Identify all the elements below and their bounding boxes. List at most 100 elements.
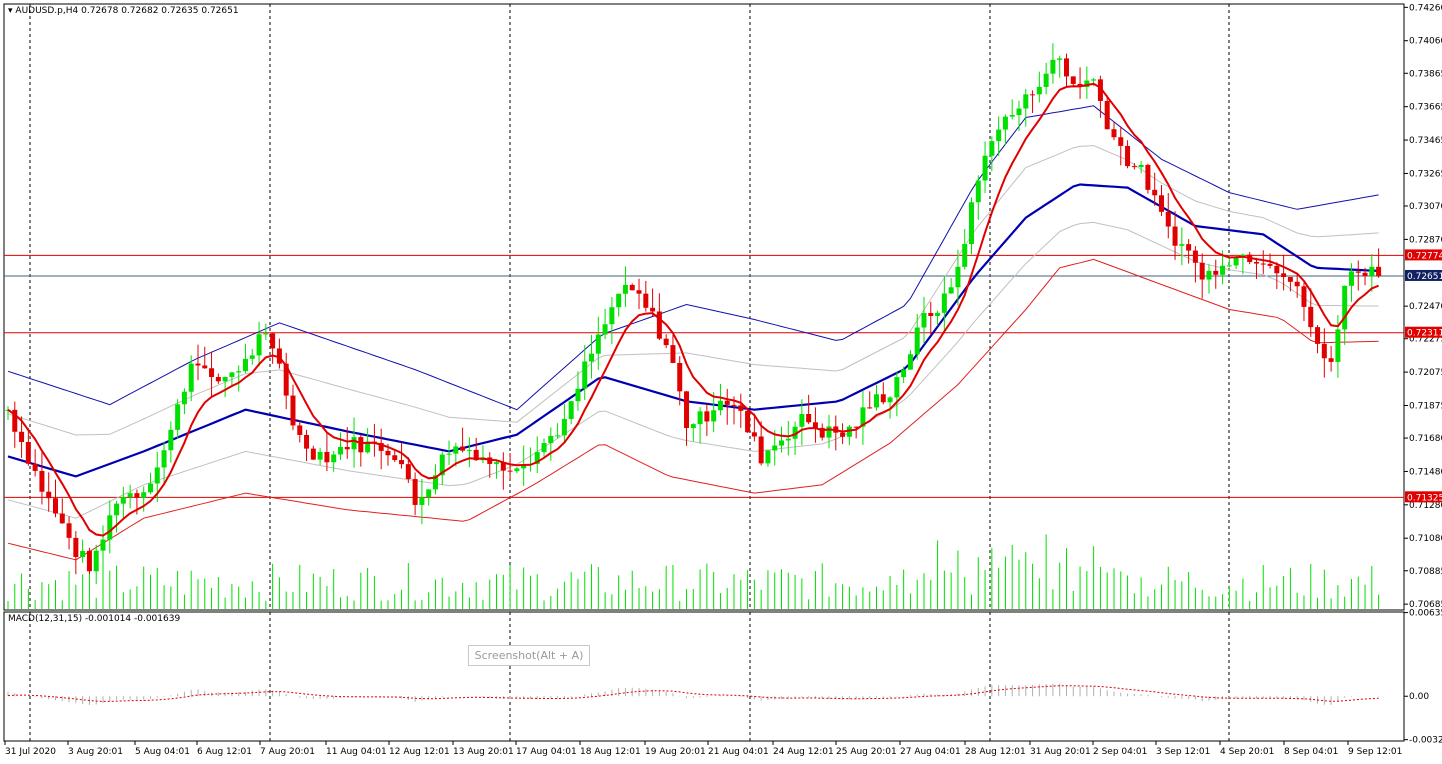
candle-body bbox=[1050, 59, 1056, 74]
candle-body bbox=[1220, 265, 1226, 275]
candle-body bbox=[466, 449, 472, 451]
candle-body bbox=[1091, 79, 1097, 81]
candle-body bbox=[609, 307, 615, 325]
candle-body bbox=[521, 463, 527, 469]
candle-body bbox=[1260, 263, 1266, 265]
envelope-upper bbox=[7, 145, 1379, 436]
time-axis-label: 21 Aug 04:01 bbox=[708, 747, 769, 757]
candle-body bbox=[1043, 73, 1049, 87]
candle-body bbox=[1328, 358, 1334, 362]
candle-body bbox=[1192, 250, 1198, 263]
candle-body bbox=[914, 327, 920, 355]
candle-body bbox=[1111, 129, 1117, 138]
time-axis-label: 2 Sep 04:01 bbox=[1093, 747, 1147, 757]
candle-body bbox=[799, 414, 805, 427]
candle-body bbox=[1023, 94, 1029, 109]
candle-body bbox=[643, 293, 649, 308]
candle-body bbox=[1226, 265, 1232, 267]
candle-body bbox=[73, 537, 79, 557]
candle-body bbox=[575, 388, 581, 402]
candle-body bbox=[331, 454, 337, 463]
candle-body bbox=[188, 363, 194, 392]
candle-body bbox=[66, 523, 72, 538]
candle-body bbox=[120, 496, 126, 504]
candle-body bbox=[826, 426, 832, 438]
candle-body bbox=[1335, 329, 1341, 362]
bollinger-lower bbox=[7, 258, 1379, 561]
candle-body bbox=[1186, 244, 1192, 251]
candle-body bbox=[1376, 266, 1382, 277]
candle-body bbox=[1097, 79, 1103, 101]
time-axis-label: 17 Aug 04:01 bbox=[516, 747, 577, 757]
candle-body bbox=[996, 129, 1002, 142]
candle-body bbox=[100, 539, 106, 551]
candle-body bbox=[127, 493, 133, 497]
candle-body bbox=[765, 450, 771, 464]
candle-body bbox=[514, 468, 520, 472]
candle-body bbox=[616, 293, 622, 308]
candle-body bbox=[249, 355, 255, 359]
candle-body bbox=[283, 363, 289, 396]
price-tick-label: 0.73865 bbox=[1409, 69, 1442, 79]
candle-body bbox=[290, 395, 296, 426]
candle-body bbox=[25, 442, 31, 464]
price-tick-label: 0.73265 bbox=[1409, 169, 1442, 179]
candle-body bbox=[731, 404, 737, 406]
candle-body bbox=[385, 450, 391, 456]
candle-body bbox=[806, 414, 812, 423]
ohlc-values: 0.72678 0.72682 0.72635 0.72651 bbox=[81, 6, 239, 16]
candle-body bbox=[19, 431, 25, 443]
level-label: 0.72651 bbox=[1407, 272, 1442, 282]
candle-body bbox=[337, 446, 343, 455]
macd-tick-label: 0.006356 bbox=[1409, 609, 1442, 619]
candle-body bbox=[1118, 137, 1124, 146]
dropdown-triangle-icon[interactable]: ▾ bbox=[8, 6, 13, 16]
time-axis-label: 9 Sep 12:01 bbox=[1348, 747, 1402, 757]
candle-body bbox=[840, 432, 846, 437]
candle-body bbox=[317, 451, 323, 460]
candle-body bbox=[935, 312, 941, 317]
time-axis-label: 6 Aug 12:01 bbox=[197, 747, 252, 757]
candle-body bbox=[263, 333, 269, 335]
candle-body bbox=[602, 324, 608, 335]
candle-body bbox=[242, 358, 248, 372]
candle-body bbox=[52, 498, 58, 514]
candle-body bbox=[677, 362, 683, 392]
macd-tick-label: -0.003298 bbox=[1409, 736, 1442, 746]
candle-body bbox=[399, 460, 405, 465]
candle-body bbox=[236, 371, 242, 373]
candle-body bbox=[1125, 145, 1131, 167]
time-axis-label: 28 Aug 12:01 bbox=[965, 747, 1026, 757]
time-axis-label: 24 Aug 12:01 bbox=[773, 747, 834, 757]
time-axis-label: 27 Aug 04:01 bbox=[900, 747, 961, 757]
price-tick-label: 0.71875 bbox=[1409, 401, 1442, 411]
time-axis-label: 12 Aug 12:01 bbox=[389, 747, 450, 757]
candle-body bbox=[697, 411, 703, 425]
candle-body bbox=[1131, 166, 1137, 168]
candle-body bbox=[32, 463, 38, 471]
candle-body bbox=[684, 391, 690, 429]
candle-body bbox=[758, 436, 764, 464]
candle-body bbox=[154, 467, 160, 484]
candle-body bbox=[1016, 108, 1022, 116]
time-axis-label: 19 Aug 20:01 bbox=[645, 747, 706, 757]
candle-body bbox=[1342, 285, 1348, 330]
time-axis-label: 3 Sep 12:01 bbox=[1156, 747, 1210, 757]
level-label: 0.72311 bbox=[1407, 329, 1442, 339]
candle-body bbox=[453, 446, 459, 454]
moving-average-fast bbox=[7, 82, 1379, 537]
candle-body bbox=[907, 354, 913, 370]
time-axis-label: 13 Aug 20:01 bbox=[453, 747, 514, 757]
candle-body bbox=[507, 470, 513, 472]
level-label: 0.72774 bbox=[1407, 251, 1442, 261]
candle-body bbox=[1301, 286, 1307, 307]
time-axis-label: 25 Aug 20:01 bbox=[836, 747, 897, 757]
candle-body bbox=[93, 550, 99, 572]
candle-body bbox=[548, 435, 554, 444]
candle-body bbox=[1253, 261, 1259, 264]
candle-body bbox=[975, 180, 981, 203]
